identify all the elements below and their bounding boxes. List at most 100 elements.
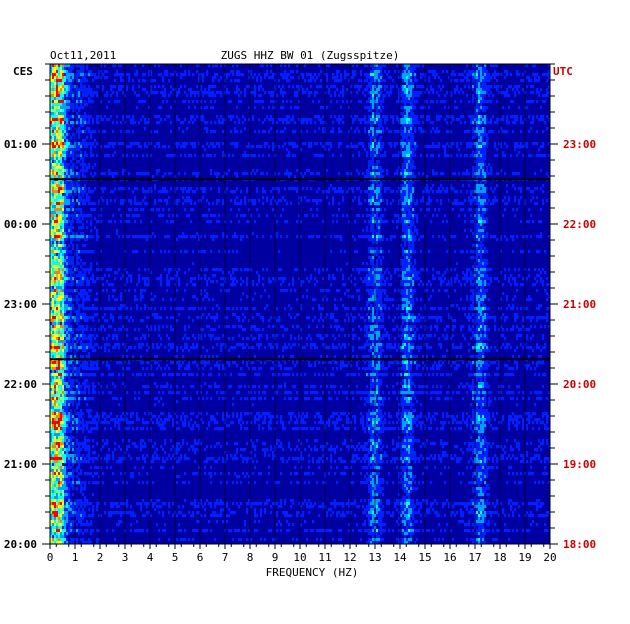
heatmap-cell	[58, 256, 61, 260]
heatmap-cell	[62, 235, 65, 239]
heatmap-cell	[76, 322, 79, 326]
heatmap-cell	[58, 373, 61, 377]
heatmap-cell	[80, 190, 83, 194]
heatmap-cell	[80, 517, 83, 521]
heatmap-cell	[142, 64, 145, 68]
heatmap-cell	[230, 118, 233, 122]
heatmap-cell	[196, 373, 199, 377]
heatmap-cell	[126, 334, 129, 338]
heatmap-cell	[62, 193, 65, 197]
heatmap-cell	[218, 199, 221, 203]
heatmap-cell	[64, 145, 67, 149]
heatmap-cell	[58, 316, 61, 320]
heatmap-cell	[200, 115, 203, 119]
heatmap-cell	[86, 226, 89, 230]
heatmap-cell	[160, 505, 163, 509]
heatmap-cell	[162, 514, 165, 518]
heatmap-cell	[192, 142, 195, 146]
heatmap-cell	[68, 298, 71, 302]
heatmap-cell	[254, 91, 257, 95]
heatmap-cell	[144, 172, 147, 176]
heatmap-cell	[58, 532, 61, 536]
heatmap-cell	[230, 421, 233, 425]
heatmap-cell	[148, 373, 151, 377]
heatmap-cell	[72, 277, 75, 281]
heatmap-cell	[164, 91, 167, 95]
heatmap-cell	[66, 412, 69, 416]
heatmap-cell	[78, 148, 81, 152]
heatmap-cell	[72, 109, 75, 113]
heatmap-cell	[54, 73, 57, 77]
heatmap-cell	[70, 238, 73, 242]
heatmap-cell	[216, 391, 219, 395]
heatmap-cell	[68, 220, 71, 224]
heatmap-cell	[54, 196, 57, 200]
heatmap-cell	[236, 457, 239, 461]
heatmap-cell	[84, 316, 87, 320]
heatmap-cell	[52, 289, 55, 293]
heatmap-cell	[254, 94, 257, 98]
heatmap-cell	[184, 421, 187, 425]
heatmap-cell	[50, 529, 53, 533]
heatmap-cell	[104, 64, 107, 68]
heatmap-cell	[68, 514, 71, 518]
heatmap-cell	[232, 190, 235, 194]
heatmap-cell	[148, 316, 151, 320]
heatmap-cell	[114, 334, 117, 338]
heatmap-cell	[108, 307, 111, 311]
heatmap-cell	[58, 325, 61, 329]
heatmap-cell	[88, 337, 91, 341]
heatmap-cell	[150, 439, 153, 443]
heatmap-cell	[154, 130, 157, 134]
heatmap-cell	[64, 442, 67, 446]
heatmap-cell	[102, 85, 105, 89]
heatmap-cell	[58, 298, 61, 302]
heatmap-cell	[56, 532, 59, 536]
heatmap-cell	[226, 454, 229, 458]
heatmap-cell	[150, 364, 153, 368]
heatmap-cell	[54, 448, 57, 452]
heatmap-cell	[56, 223, 59, 227]
heatmap-cell	[192, 361, 195, 365]
heatmap-cell	[50, 190, 53, 194]
heatmap-cell	[236, 73, 239, 77]
heatmap-cell	[236, 85, 239, 89]
heatmap-cell	[64, 451, 67, 455]
heatmap-cell	[208, 424, 211, 428]
heatmap-cell	[70, 526, 73, 530]
heatmap-cell	[214, 94, 217, 98]
heatmap-cell	[222, 142, 225, 146]
heatmap-cell	[80, 169, 83, 173]
heatmap-cell	[50, 475, 53, 479]
heatmap-cell	[252, 154, 255, 158]
heatmap-cell	[182, 538, 185, 542]
heatmap-cell	[128, 274, 131, 278]
heatmap-cell	[204, 190, 207, 194]
heatmap-cell	[136, 520, 139, 524]
heatmap-cell	[258, 100, 261, 104]
heatmap-cell	[82, 130, 85, 134]
heatmap-cell	[62, 370, 65, 374]
heatmap-cell	[50, 457, 53, 461]
heatmap-cell	[82, 502, 85, 506]
heatmap-cell	[68, 193, 71, 197]
heatmap-cell	[242, 214, 245, 218]
heatmap-cell	[142, 190, 145, 194]
heatmap-cell	[62, 283, 65, 287]
heatmap-cell	[92, 349, 95, 353]
heatmap-cell	[254, 337, 257, 341]
heatmap-cell	[128, 79, 131, 83]
heatmap-cell	[60, 289, 63, 293]
heatmap-cell	[260, 361, 263, 365]
heatmap-cell	[54, 64, 57, 68]
heatmap-cell	[122, 373, 125, 377]
heatmap-cell	[70, 160, 73, 164]
heatmap-cell	[210, 529, 213, 533]
heatmap-cell	[52, 139, 55, 143]
heatmap-cell	[58, 391, 61, 395]
heatmap-cell	[246, 280, 249, 284]
heatmap-cell	[56, 301, 59, 305]
heatmap-cell	[212, 328, 215, 332]
heatmap-cell	[162, 466, 165, 470]
heatmap-cell	[164, 529, 167, 533]
